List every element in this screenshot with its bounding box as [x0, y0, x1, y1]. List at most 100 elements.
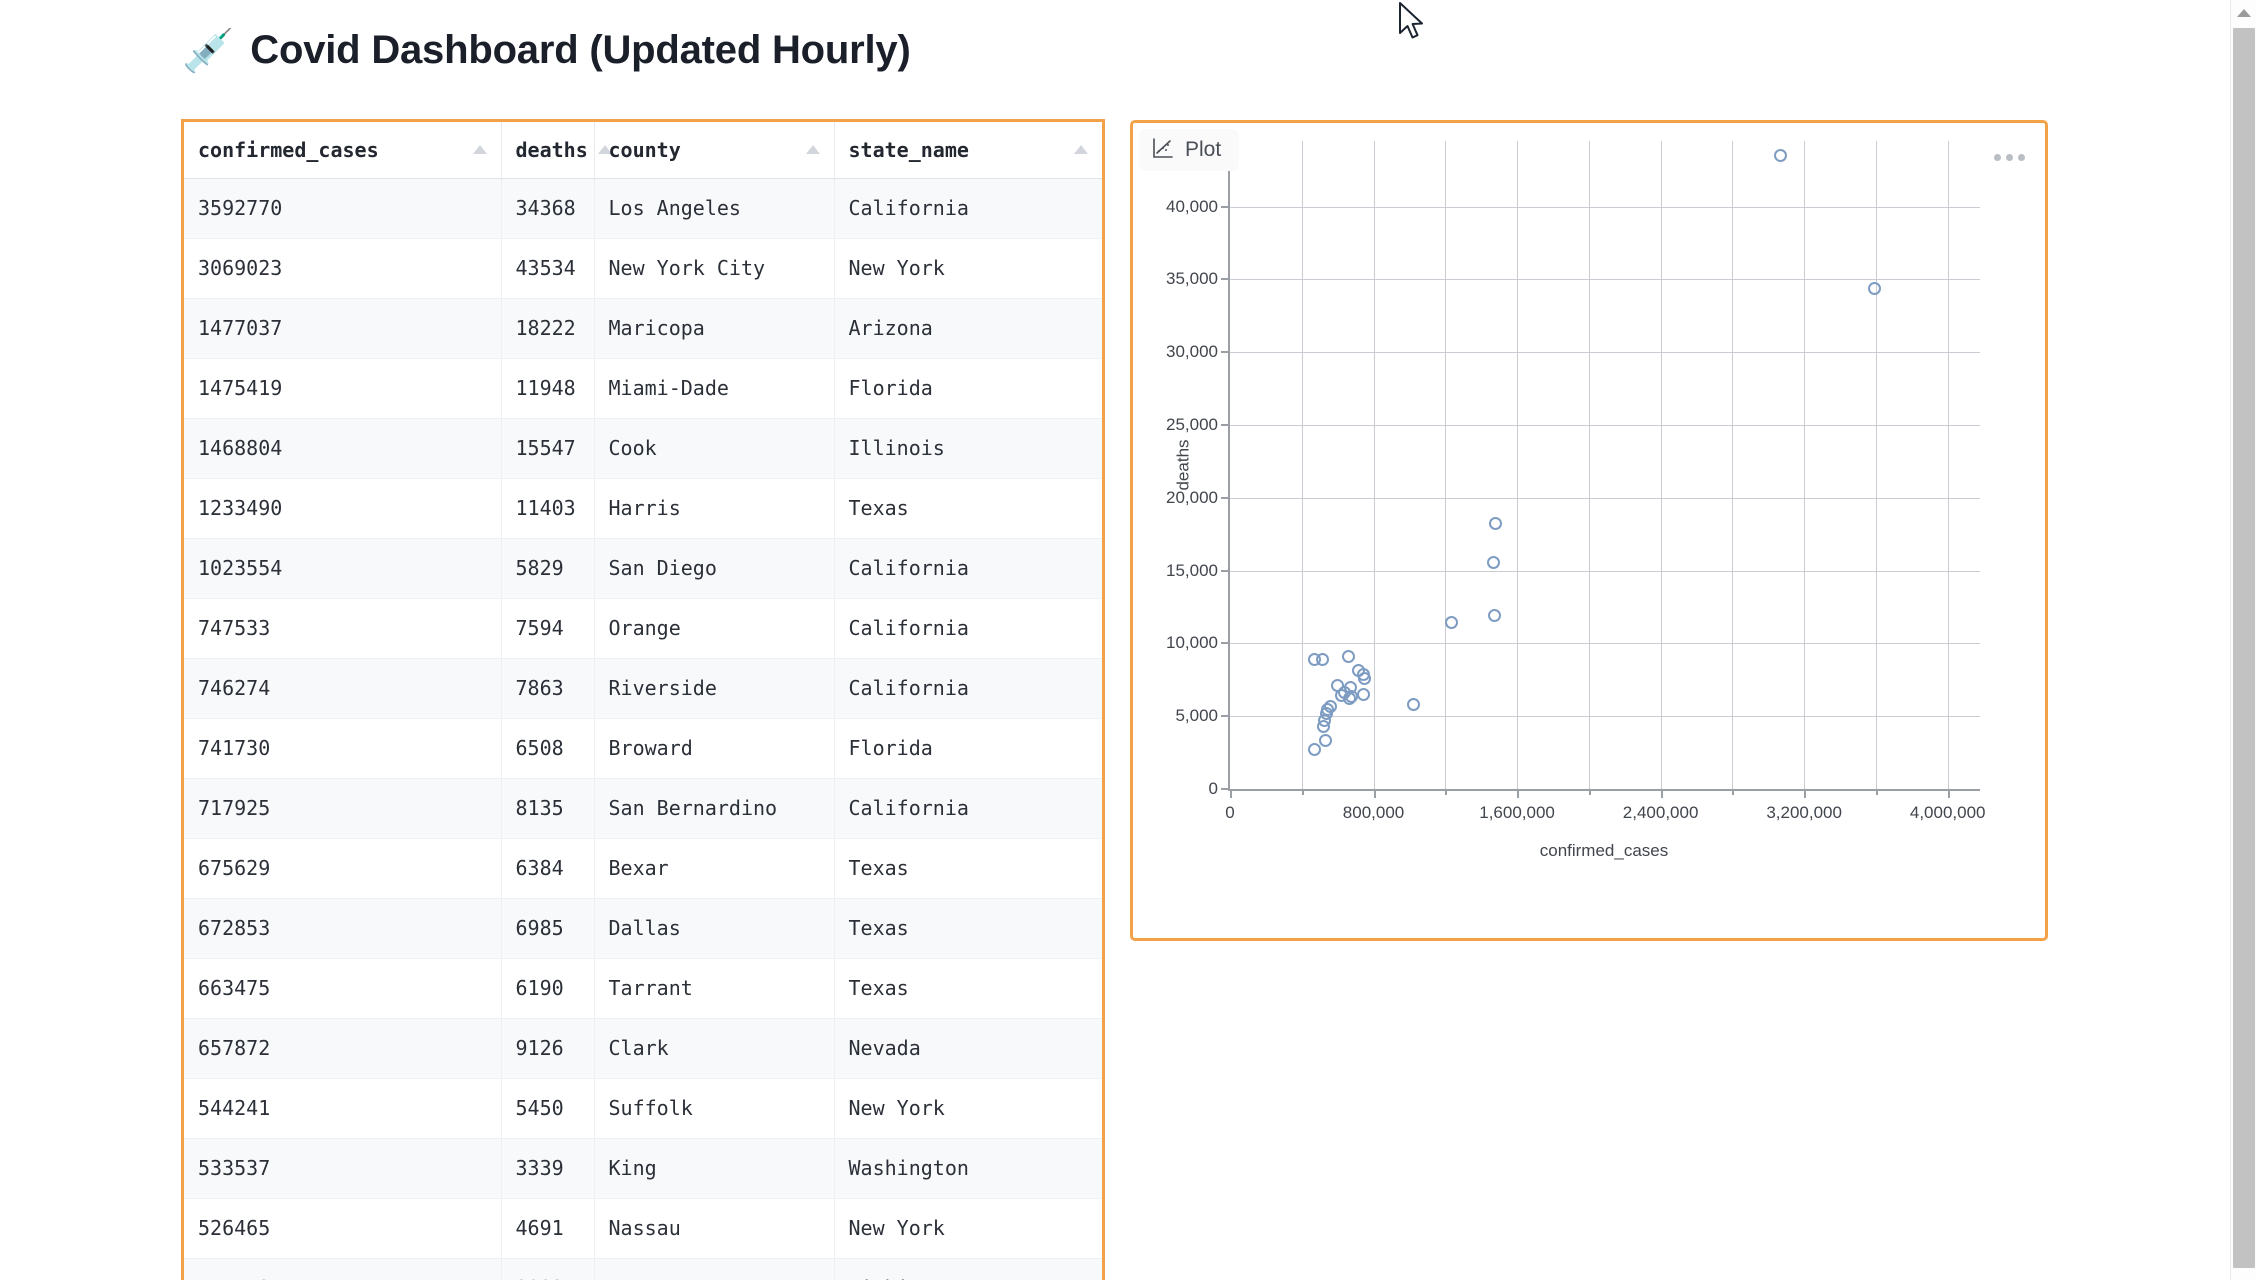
table-row[interactable]: 672853 6985 Dallas Texas — [184, 898, 1102, 959]
sort-ascending-icon[interactable] — [1074, 145, 1088, 155]
table-cell-confirmed_cases: 533537 — [184, 1138, 502, 1199]
dot — [2005, 153, 2013, 161]
column-header-label: deaths — [515, 137, 588, 162]
scroll-up-arrow-icon[interactable] — [2231, 0, 2256, 26]
gridline-horizontal — [1230, 279, 1980, 281]
table-row[interactable]: 747533 7594 Orange California — [184, 598, 1102, 659]
table-cell-county: Bexar — [594, 838, 835, 899]
dot — [2017, 153, 2025, 161]
table-cell-state_name: Texas — [834, 838, 1102, 899]
table-cell-state_name: Texas — [834, 478, 1102, 539]
table-cell-deaths: 5450 — [501, 1078, 595, 1139]
gridline-vertical — [1875, 141, 1877, 789]
table-row[interactable]: 746274 7863 Riverside California — [184, 658, 1102, 719]
scatter-point[interactable] — [1320, 707, 1334, 721]
column-header-state_name[interactable]: state_name — [834, 122, 1102, 179]
scatter-point[interactable] — [1868, 282, 1882, 296]
scatter-point[interactable] — [1488, 608, 1502, 622]
table-cell-deaths: 7863 — [501, 658, 595, 719]
y-tick-mark — [1221, 423, 1230, 426]
data-table-panel[interactable]: confirmed_cases deaths county state_name 35… — [181, 119, 1105, 1280]
table-row[interactable]: 1468804 15547 Cook Illinois — [184, 418, 1102, 479]
table-cell-deaths: 6190 — [501, 958, 595, 1019]
more-options-icon[interactable] — [1987, 135, 2031, 179]
y-tick-mark — [1221, 205, 1230, 208]
scatter-point[interactable] — [1487, 556, 1501, 570]
scatter-point[interactable] — [1316, 719, 1330, 733]
plot-frame: 0 5,000 10,000 15,000 20,000 25,000 30,000 35,0… — [1166, 141, 1986, 869]
table-cell-deaths: 15547 — [501, 418, 595, 479]
column-header-confirmed_cases[interactable]: confirmed_cases — [184, 122, 502, 179]
scatter-point[interactable] — [1319, 733, 1333, 747]
scatter-point[interactable] — [1407, 697, 1421, 711]
page-title: Covid Dashboard (Updated Hourly) — [250, 28, 911, 72]
table-cell-state_name: Florida — [834, 358, 1102, 419]
table-cell-deaths: 3339 — [501, 1138, 595, 1199]
sort-ascending-icon[interactable] — [472, 145, 487, 155]
table-row[interactable]: 657872 9126 Clark Nevada — [184, 1018, 1102, 1079]
vertical-scrollbar[interactable] — [2230, 0, 2256, 1280]
table-cell-confirmed_cases: 1023554 — [184, 538, 502, 599]
table-row[interactable]: 1475419 11948 Miami-Dade Florida — [184, 358, 1102, 419]
table-cell-deaths: 11403 — [501, 478, 595, 539]
table-row[interactable]: 5145128902WayneMichigan — [184, 1258, 1102, 1280]
scrollbar-thumb[interactable] — [2233, 28, 2255, 1268]
scatter-point[interactable] — [1352, 664, 1366, 678]
gridline-horizontal — [1230, 424, 1980, 426]
plot-panel[interactable]: Plot 0 5,000 10,000 15,000 20,000 25,000 30,00… — [1130, 120, 2048, 941]
table-cell-county: Harris — [594, 478, 835, 539]
scatter-point[interactable] — [1307, 743, 1321, 757]
table-row[interactable]: 663475 6190 Tarrant Texas — [184, 958, 1102, 1019]
x-minor-tick-mark — [1875, 789, 1878, 795]
tab-plot[interactable]: Plot — [1139, 129, 1240, 171]
scatter-point[interactable] — [1334, 688, 1348, 702]
table-row[interactable]: 526465 4691 Nassau New York — [184, 1198, 1102, 1259]
table-row[interactable]: 533537 3339 King Washington — [184, 1138, 1102, 1199]
y-axis-label: deaths — [1173, 439, 1193, 491]
y-tick-label: 35,000 — [1166, 269, 1218, 289]
scatter-point[interactable] — [1307, 652, 1321, 666]
scatter-point[interactable] — [1356, 687, 1370, 701]
table-cell-state_name: Texas — [834, 958, 1102, 1019]
gridline-vertical — [1660, 141, 1662, 789]
table-row[interactable]: 717925 8135 San Bernardino California — [184, 778, 1102, 839]
sort-ascending-icon[interactable] — [805, 145, 820, 155]
table-cell-county: Dallas — [594, 898, 835, 959]
table-row[interactable]: 741730 6508 Broward Florida — [184, 718, 1102, 779]
table-row[interactable]: 3592770 34368 Los Angeles California — [184, 178, 1102, 239]
column-header-county[interactable]: county — [594, 122, 835, 179]
scatter-point[interactable] — [1341, 649, 1355, 663]
column-header-deaths[interactable]: deaths — [501, 122, 612, 179]
table-cell-confirmed_cases: 1468804 — [184, 418, 502, 479]
table-cell-confirmed_cases: 657872 — [184, 1018, 502, 1079]
table-row[interactable]: 544241 5450 Suffolk New York — [184, 1078, 1102, 1139]
table-cell-county: San Diego — [594, 538, 835, 599]
x-tick-label: 4,000,000 — [1909, 803, 1986, 822]
table-cell-county: Broward — [594, 718, 835, 779]
table-header-row: confirmed_cases deaths county state_name — [184, 122, 1102, 179]
table-row[interactable]: 3069023 43534 New York City New York — [184, 238, 1102, 299]
scatter-point[interactable] — [1488, 517, 1502, 531]
table-row[interactable]: 675629 6384 Bexar Texas — [184, 838, 1102, 899]
y-tick-label: 0 — [1208, 779, 1218, 798]
x-tick-label: 3,200,000 — [1766, 803, 1842, 822]
table-row[interactable]: 1233490 11403 Harris Texas — [184, 478, 1102, 539]
x-tick-label: 800,000 — [1342, 803, 1405, 822]
table-cell-deaths: 43534 — [501, 238, 595, 299]
gridline-horizontal — [1230, 206, 1980, 208]
table-cell-deaths: 18222 — [501, 298, 595, 359]
y-tick-mark — [1221, 569, 1230, 572]
gridline-horizontal — [1230, 643, 1980, 645]
table-row[interactable]: 1023554 5829 San Diego California — [184, 538, 1102, 599]
sort-ascending-icon[interactable] — [597, 145, 612, 155]
table-cell-confirmed_cases: 663475 — [184, 958, 502, 1019]
table-cell-state_name: Illinois — [834, 418, 1102, 479]
scatter-point[interactable] — [1444, 616, 1458, 630]
table-cell-deaths: 9126 — [501, 1018, 595, 1079]
table-row[interactable]: 1477037 18222 Maricopa Arizona — [184, 298, 1102, 359]
x-tick-mark — [1373, 789, 1376, 798]
table-cell-deaths: 6384 — [501, 838, 595, 899]
gridline-horizontal — [1230, 570, 1980, 572]
table-cell-deaths: 6508 — [501, 718, 595, 779]
scatter-point[interactable] — [1774, 148, 1788, 162]
